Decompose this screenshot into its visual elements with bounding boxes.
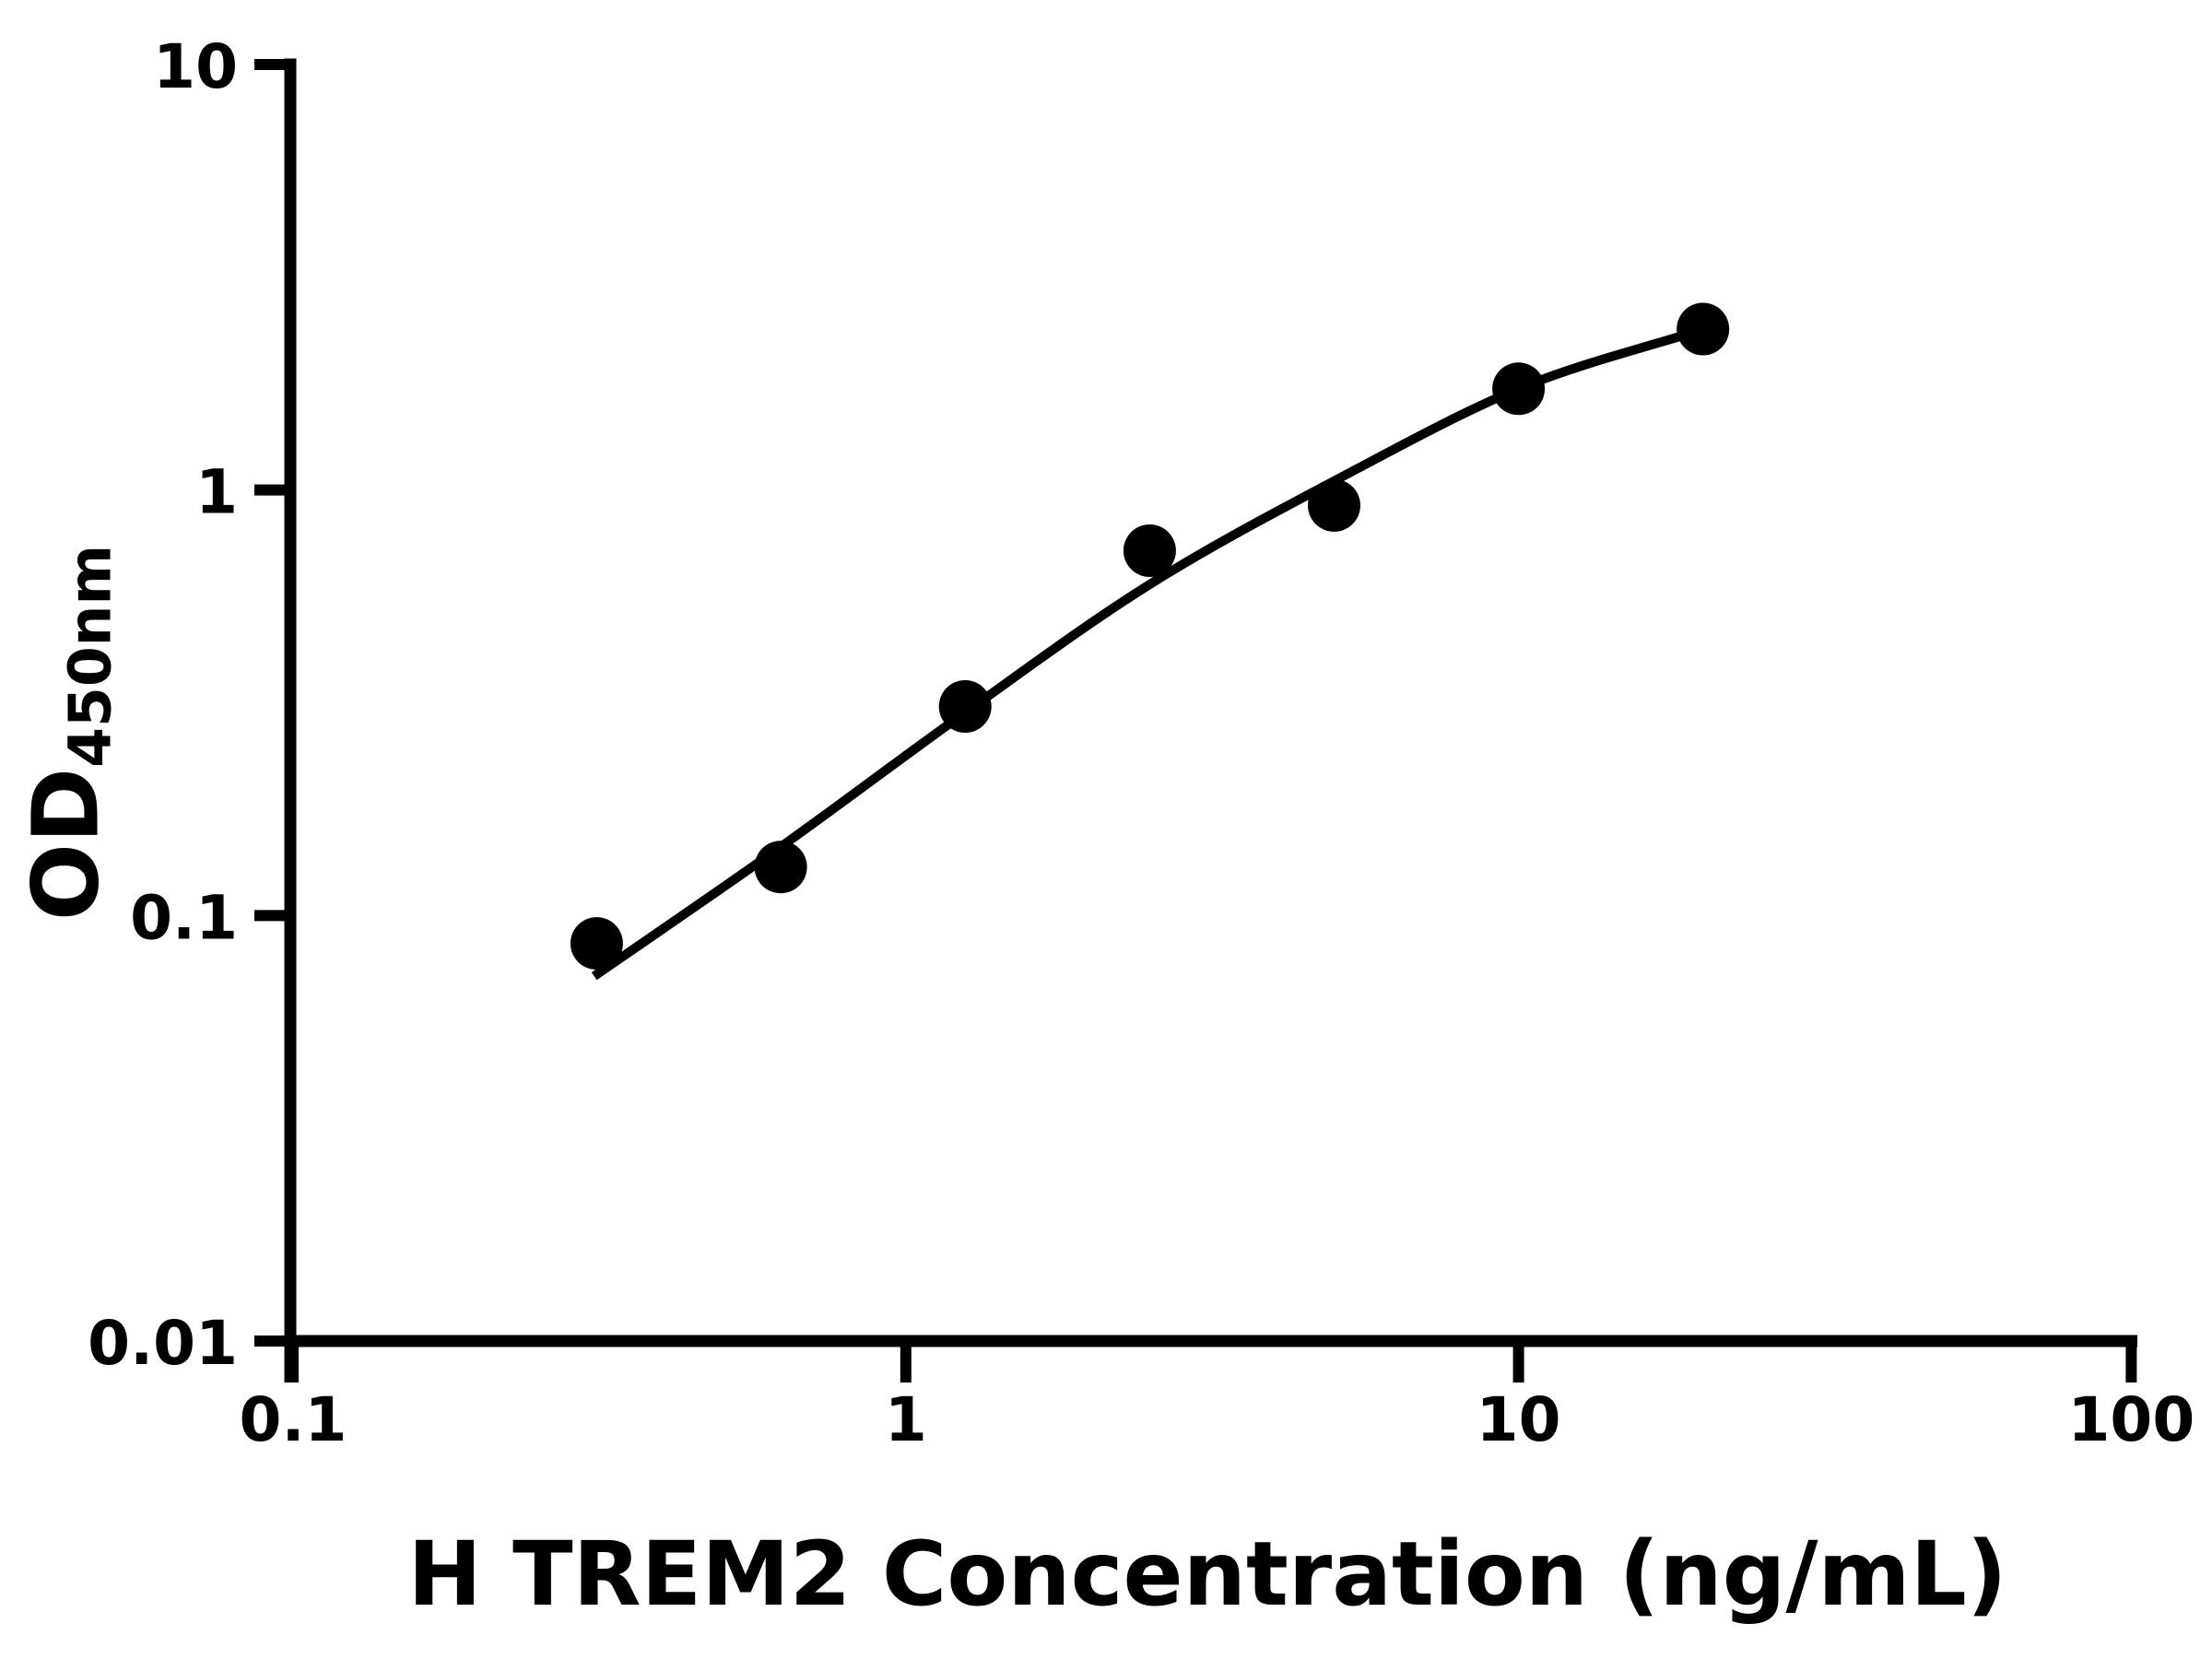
data-point: [1123, 524, 1176, 577]
data-point: [1677, 302, 1730, 356]
data-point: [1492, 362, 1546, 416]
x-axis-title: H TREM2 Concentration (ng/mL): [407, 1523, 2007, 1626]
y-axis-title-subscript: 450nm: [56, 544, 124, 768]
data-point: [938, 680, 992, 733]
x-tick-label: 0.1: [240, 1384, 347, 1455]
y-tick-label: 1: [195, 457, 238, 528]
y-axis-title: OD450nm: [14, 545, 124, 921]
y-tick-label: 0.1: [130, 882, 238, 953]
data-point: [754, 841, 807, 894]
y-axis-title-main: OD: [13, 767, 120, 922]
x-tick-label: 10: [1477, 1384, 1561, 1455]
fit-curve-path: [591, 331, 1686, 981]
data-point: [1308, 478, 1360, 532]
y-tick-label: 10: [153, 31, 238, 102]
y-tick-label: 0.01: [88, 1308, 238, 1379]
x-tick-label: 100: [2068, 1384, 2195, 1455]
data-point: [570, 917, 623, 971]
x-tick-label: 1: [885, 1384, 927, 1455]
